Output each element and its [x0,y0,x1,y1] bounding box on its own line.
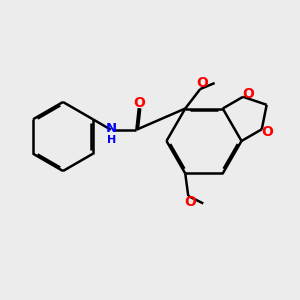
Text: N: N [105,122,116,135]
Text: H: H [107,135,116,145]
Text: O: O [261,125,273,139]
Text: O: O [184,195,196,209]
Text: O: O [134,96,145,110]
Text: O: O [242,87,254,101]
Text: O: O [196,76,208,90]
